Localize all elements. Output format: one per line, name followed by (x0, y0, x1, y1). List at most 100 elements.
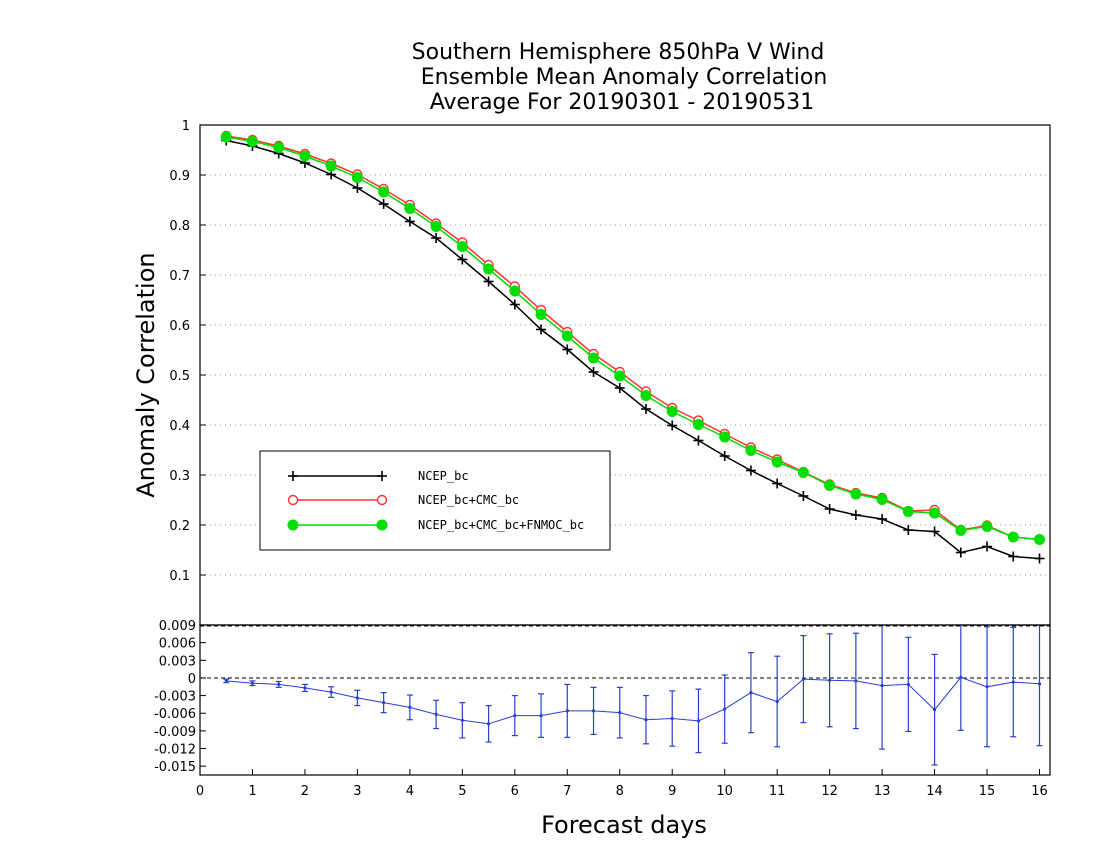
error-bar (616, 686, 623, 739)
difference-point (775, 699, 779, 704)
data-point-plus (483, 276, 494, 287)
difference-line (226, 676, 1040, 725)
legend-marker (287, 519, 299, 531)
error-bar (1036, 625, 1043, 747)
x-tick-label: 15 (979, 784, 996, 799)
data-point-filled-circle (561, 330, 573, 342)
x-tick-label: 3 (353, 784, 361, 799)
data-point-plus (955, 547, 966, 558)
x-tick-label: 8 (616, 784, 624, 799)
data-point-plus (1034, 553, 1045, 564)
x-axis: 0 1 2 3 4 5 6 7 8 9 10 11 12 13 14 15 16 (196, 769, 1048, 799)
data-point-filled-circle (902, 506, 914, 517)
x-tick-label: 7 (563, 784, 571, 799)
data-point-filled-circle (955, 525, 967, 536)
legend-marker (376, 519, 388, 531)
difference-point (513, 713, 517, 718)
error-bar (879, 625, 886, 750)
legend-label: NCEP_bc (418, 469, 469, 483)
legend-marker (376, 494, 388, 506)
data-point-plus (719, 451, 730, 461)
difference-point (539, 713, 543, 718)
error-bar (774, 655, 781, 748)
error-bar (957, 625, 964, 731)
sub-y-tick-label: -0.012 (154, 743, 196, 758)
data-point-plus (824, 504, 835, 514)
difference-point (250, 681, 255, 685)
data-point-filled-circle (273, 142, 285, 153)
x-axis-label: Forecast days (541, 811, 707, 839)
data-point-plus (431, 233, 442, 243)
data-point-filled-circle (483, 263, 495, 275)
data-point-filled-circle (981, 521, 993, 532)
data-point-filled-circle (509, 285, 521, 297)
data-point-plus (509, 299, 520, 310)
difference-point (828, 678, 832, 682)
data-point-filled-circle (535, 309, 547, 320)
data-point-plus (877, 514, 888, 524)
x-tick-label: 4 (406, 784, 414, 799)
error-bar (747, 652, 754, 734)
data-point-plus (772, 478, 783, 489)
sub-y-tick-label: -0.006 (154, 707, 196, 722)
data-point-filled-circle (929, 507, 941, 519)
data-point-filled-circle (588, 352, 600, 364)
error-bar (826, 633, 833, 728)
chart-title-line-2: Ensemble Mean Anomaly Correlation (421, 65, 828, 90)
data-point-filled-circle (797, 467, 809, 478)
legend-marker (287, 494, 299, 506)
error-bar (642, 694, 649, 745)
data-point-plus (377, 471, 387, 481)
data-point-filled-circle (666, 406, 678, 417)
error-bar (301, 683, 308, 693)
data-point-filled-circle (614, 370, 626, 382)
difference-point (618, 711, 622, 715)
sub-plot-frame (199, 624, 1051, 776)
series-line-0 (226, 139, 1040, 560)
x-tick-label: 12 (821, 784, 838, 799)
error-bar (695, 688, 702, 754)
difference-point (801, 677, 805, 681)
legend-entry-2: NCEP_bc+CMC_bc+FNMOC_bc (287, 518, 584, 532)
y-tick-label: 1 (182, 119, 190, 134)
difference-point (932, 708, 937, 712)
data-point-plus (982, 541, 993, 552)
error-bar (354, 689, 361, 707)
chart-title-line-1: Southern Hemisphere 850hPa V Wind (412, 40, 825, 65)
data-point-plus (588, 367, 599, 377)
data-point-plus (352, 183, 363, 193)
data-point-plus (929, 526, 940, 537)
x-tick-label: 14 (926, 784, 943, 799)
difference-point (486, 722, 491, 726)
data-point-filled-circle (771, 456, 783, 468)
data-point-filled-circle (850, 488, 862, 500)
difference-point (854, 679, 858, 683)
difference-point (906, 682, 910, 687)
y-tick-label: 0.1 (169, 569, 190, 584)
difference-point (723, 707, 727, 711)
difference-point (224, 679, 228, 683)
data-point-plus (745, 465, 756, 476)
sub-y-axis: 0.009 0.006 0.003 0 -0.003 -0.006 -0.009 -0.012… (154, 619, 206, 775)
difference-point (382, 701, 386, 705)
data-point-filled-circle (378, 186, 390, 198)
error-bar (852, 632, 859, 730)
difference-point (434, 712, 438, 717)
sub-y-tick-label: -0.003 (154, 690, 196, 705)
error-bar (380, 692, 387, 714)
difference-point (303, 686, 307, 690)
sub-y-tick-label: -0.015 (154, 760, 196, 775)
error-bar (800, 634, 807, 724)
data-point-filled-circle (745, 445, 757, 456)
difference-point (1037, 682, 1042, 686)
data-point-filled-circle (824, 480, 836, 491)
data-point-filled-circle (299, 150, 311, 162)
x-tick-label: 6 (511, 784, 519, 799)
data-point-filled-circle (351, 172, 363, 183)
error-bar (590, 686, 597, 736)
data-point-filled-circle (1007, 531, 1019, 543)
data-point-plus (1008, 551, 1019, 562)
main-y-axis: 0.1 0.2 0.3 0.4 0.5 0.6 0.7 0.8 0.9 1 (169, 119, 206, 584)
sub-y-tick-label: -0.009 (154, 725, 196, 740)
difference-point (277, 682, 281, 687)
